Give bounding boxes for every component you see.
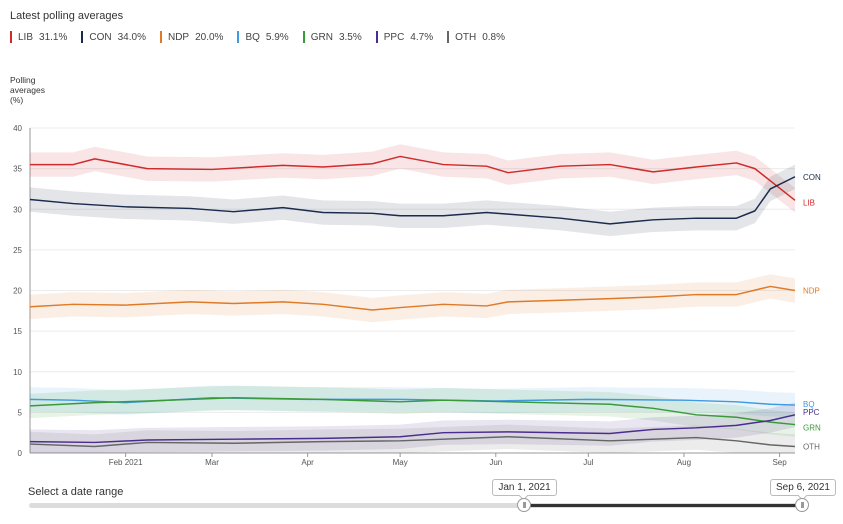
legend-swatch bbox=[375, 31, 378, 43]
legend-value: 34.0% bbox=[117, 31, 146, 43]
legend-label: GRN bbox=[310, 31, 333, 43]
legend-item-ndp[interactable]: NDP 20.0% bbox=[159, 31, 224, 43]
x-tick-label: Feb 2021 bbox=[109, 458, 143, 467]
y-tick-label: 30 bbox=[13, 205, 22, 214]
legend-label: NDP bbox=[167, 31, 190, 43]
line-lib bbox=[30, 155, 796, 201]
legend-item-lib[interactable]: LIB 31.1% bbox=[10, 31, 67, 43]
legend-value: 4.7% bbox=[410, 31, 434, 43]
legend-swatch bbox=[10, 31, 12, 43]
legend-item-oth[interactable]: OTH 0.8% bbox=[447, 31, 505, 43]
x-tick-label: Apr bbox=[301, 458, 314, 467]
line-con bbox=[29, 176, 796, 225]
band-ndp bbox=[30, 274, 795, 323]
y-tick-label: 25 bbox=[13, 246, 22, 255]
series-label-ndp: NDP bbox=[803, 287, 820, 296]
start-date-handle[interactable] bbox=[517, 498, 532, 512]
y-axis-title: Polling averages (%) bbox=[10, 75, 45, 105]
series-label-grn: GRN bbox=[803, 424, 821, 433]
legend-item-grn[interactable]: GRN 3.5% bbox=[302, 31, 362, 43]
line-ndp bbox=[29, 285, 796, 311]
line-ppc bbox=[29, 414, 796, 444]
legend-value: 0.8% bbox=[482, 31, 505, 43]
legend-value: 31.1% bbox=[39, 31, 68, 43]
legend-swatch bbox=[159, 31, 162, 43]
legend-item-con[interactable]: CON 34.0% bbox=[81, 31, 146, 43]
x-tick-label: Mar bbox=[205, 458, 219, 467]
legend-label: CON bbox=[89, 31, 112, 43]
y-tick-label: 0 bbox=[18, 449, 23, 458]
series-label-ppc: PPC bbox=[803, 408, 820, 417]
legend-item-ppc[interactable]: PPC 4.7% bbox=[375, 31, 434, 43]
legend-swatch bbox=[237, 31, 240, 43]
series-label-con: CON bbox=[803, 173, 821, 182]
date-range-track[interactable] bbox=[29, 503, 803, 508]
x-tick-label: Sep bbox=[772, 458, 787, 467]
y-tick-label: 40 bbox=[13, 124, 22, 133]
legend-label: PPC bbox=[383, 31, 405, 43]
x-tick-label: Jun bbox=[489, 458, 502, 467]
legend-label: BQ bbox=[245, 31, 260, 43]
x-tick-label: Aug bbox=[677, 458, 691, 467]
y-tick-label: 35 bbox=[13, 165, 22, 174]
band-oth bbox=[30, 424, 795, 453]
band-lib bbox=[30, 144, 795, 213]
end-date-tooltip: Sep 6, 2021 bbox=[770, 479, 836, 496]
legend-value: 5.9% bbox=[265, 31, 289, 43]
date-range-selected bbox=[524, 504, 803, 507]
line-grn bbox=[29, 397, 796, 426]
y-tick-label: 15 bbox=[13, 327, 22, 336]
legend-item-bq[interactable]: BQ 5.9% bbox=[237, 31, 289, 43]
legend-label: LIB bbox=[18, 31, 34, 43]
legend-value: 20.0% bbox=[195, 31, 224, 43]
legend-value: 3.5% bbox=[338, 31, 362, 43]
series-label-lib: LIB bbox=[803, 198, 815, 207]
start-date-tooltip: Jan 1, 2021 bbox=[492, 479, 557, 496]
x-tick-label: May bbox=[393, 458, 408, 467]
polling-chart: Polling averages (%) 0 5 10 15 20 25 30 35 40 Feb 20… bbox=[10, 75, 821, 467]
chart-title: Latest polling averages bbox=[10, 10, 124, 22]
legend-label: OTH bbox=[455, 31, 477, 43]
series-label-bq: BQ bbox=[803, 400, 815, 409]
legend-swatch bbox=[302, 31, 305, 43]
line-oth bbox=[29, 436, 796, 448]
date-range-title: Select a date range bbox=[28, 486, 124, 498]
y-tick-label: 5 bbox=[18, 408, 23, 417]
legend-swatch bbox=[447, 31, 450, 43]
band-con bbox=[30, 164, 795, 237]
end-date-handle[interactable] bbox=[795, 498, 809, 512]
legend: LIB 31.1% CON 34.0% NDP 20.0% BQ 5.9% GRN 3.5… bbox=[10, 31, 519, 43]
x-tick-label: Jul bbox=[583, 458, 593, 467]
y-tick-label: 20 bbox=[13, 287, 22, 296]
series-label-oth: OTH bbox=[803, 443, 820, 452]
legend-swatch bbox=[81, 31, 84, 43]
y-tick-label: 10 bbox=[13, 368, 22, 377]
